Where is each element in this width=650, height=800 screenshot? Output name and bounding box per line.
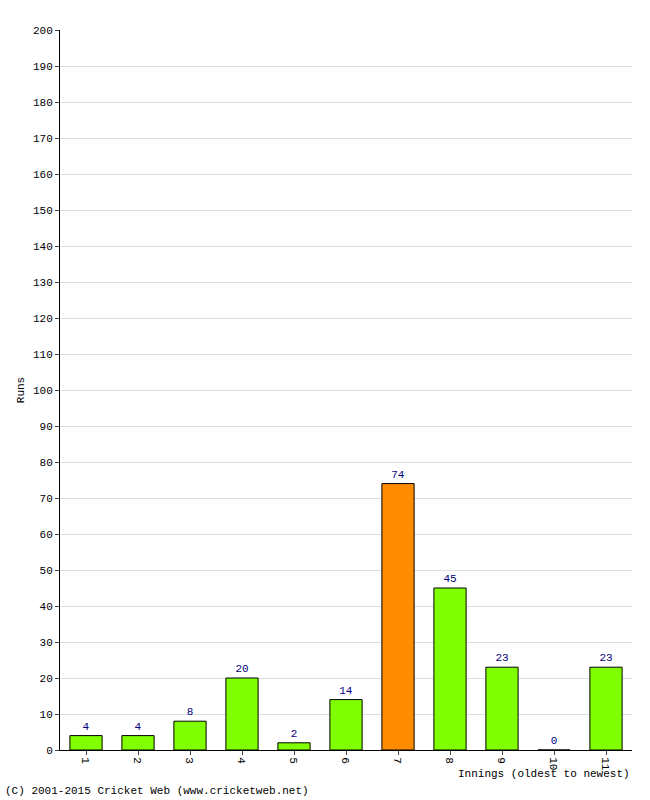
- svg-text:0: 0: [551, 735, 558, 747]
- svg-text:14: 14: [339, 685, 353, 697]
- svg-text:1: 1: [79, 757, 91, 764]
- svg-text:3: 3: [183, 757, 195, 764]
- svg-text:170: 170: [33, 133, 53, 145]
- svg-text:100: 100: [33, 385, 53, 397]
- svg-text:4: 4: [235, 757, 247, 764]
- svg-text:4: 4: [83, 721, 90, 733]
- svg-text:60: 60: [40, 529, 53, 541]
- svg-text:20: 20: [40, 673, 53, 685]
- svg-text:80: 80: [40, 457, 53, 469]
- svg-text:Runs: Runs: [15, 377, 27, 403]
- svg-text:8: 8: [187, 706, 194, 718]
- svg-text:8: 8: [443, 757, 455, 764]
- svg-text:45: 45: [443, 573, 456, 585]
- svg-text:10: 10: [547, 757, 559, 770]
- svg-text:70: 70: [40, 493, 53, 505]
- svg-text:160: 160: [33, 169, 53, 181]
- svg-text:30: 30: [40, 637, 53, 649]
- svg-text:50: 50: [40, 565, 53, 577]
- svg-text:150: 150: [33, 205, 53, 217]
- svg-text:20: 20: [235, 663, 248, 675]
- svg-text:140: 140: [33, 241, 53, 253]
- svg-text:2: 2: [131, 757, 143, 764]
- svg-text:6: 6: [339, 757, 351, 764]
- svg-text:(C) 2001-2015 Cricket Web (www: (C) 2001-2015 Cricket Web (www.cricketwe…: [5, 785, 309, 797]
- svg-text:130: 130: [33, 277, 53, 289]
- svg-text:7: 7: [391, 757, 403, 764]
- svg-text:23: 23: [495, 652, 508, 664]
- svg-text:5: 5: [287, 757, 299, 764]
- svg-text:Innings (oldest to newest): Innings (oldest to newest): [458, 768, 630, 780]
- svg-text:90: 90: [40, 421, 53, 433]
- svg-text:200: 200: [33, 25, 53, 37]
- svg-text:40: 40: [40, 601, 53, 613]
- svg-text:180: 180: [33, 97, 53, 109]
- svg-text:110: 110: [33, 349, 53, 361]
- svg-text:2: 2: [291, 728, 298, 740]
- svg-text:74: 74: [391, 469, 405, 481]
- svg-text:0: 0: [46, 745, 53, 757]
- svg-text:120: 120: [33, 313, 53, 325]
- svg-text:4: 4: [135, 721, 142, 733]
- svg-text:23: 23: [599, 652, 612, 664]
- svg-text:190: 190: [33, 61, 53, 73]
- svg-text:9: 9: [495, 757, 507, 764]
- svg-text:10: 10: [40, 709, 53, 721]
- svg-text:11: 11: [599, 757, 611, 771]
